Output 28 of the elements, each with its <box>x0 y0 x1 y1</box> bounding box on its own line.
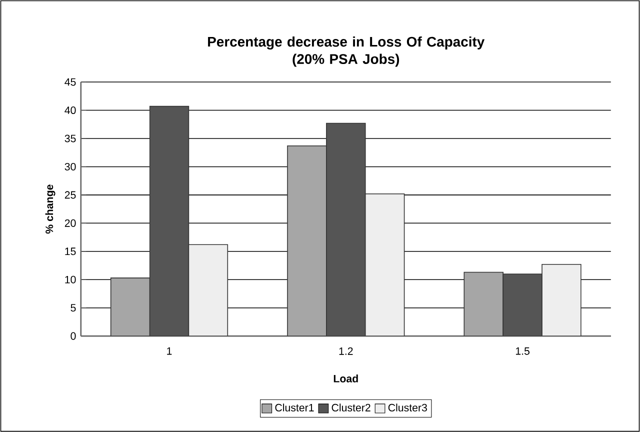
bar <box>149 106 190 336</box>
legend-label: Cluster1 <box>275 404 314 412</box>
y-tick-label: 5 <box>70 304 76 312</box>
chart-title: Percentage decrease in Loss Of Capacity (20% PSA Jobs) <box>208 36 485 67</box>
y-tick-label: 30 <box>64 162 76 170</box>
y-tick-label: 35 <box>64 134 76 142</box>
legend-label: Cluster3 <box>388 404 427 412</box>
y-tick-label: 0 <box>70 332 76 340</box>
bar <box>364 193 405 336</box>
legend-label: Cluster2 <box>332 404 370 412</box>
bar <box>287 145 327 336</box>
bar <box>110 277 150 336</box>
x-axis-title: Load <box>334 374 358 382</box>
bar <box>542 264 582 336</box>
x-tick-label: 1 <box>167 347 172 355</box>
x-tick-label: 1.5 <box>516 347 530 355</box>
bar <box>464 272 504 336</box>
y-tick-label: 45 <box>64 78 76 86</box>
y-tick-label: 20 <box>64 219 76 227</box>
y-tick-label: 15 <box>65 248 76 256</box>
y-tick-label: 10 <box>65 276 76 284</box>
x-tick-label: 1.2 <box>339 347 353 355</box>
bar <box>188 244 228 336</box>
y-axis-title: % change <box>45 184 56 234</box>
bar <box>326 122 366 336</box>
y-tick-label: 40 <box>64 106 76 114</box>
y-tick-label: 25 <box>64 191 76 199</box>
bar <box>502 274 542 336</box>
